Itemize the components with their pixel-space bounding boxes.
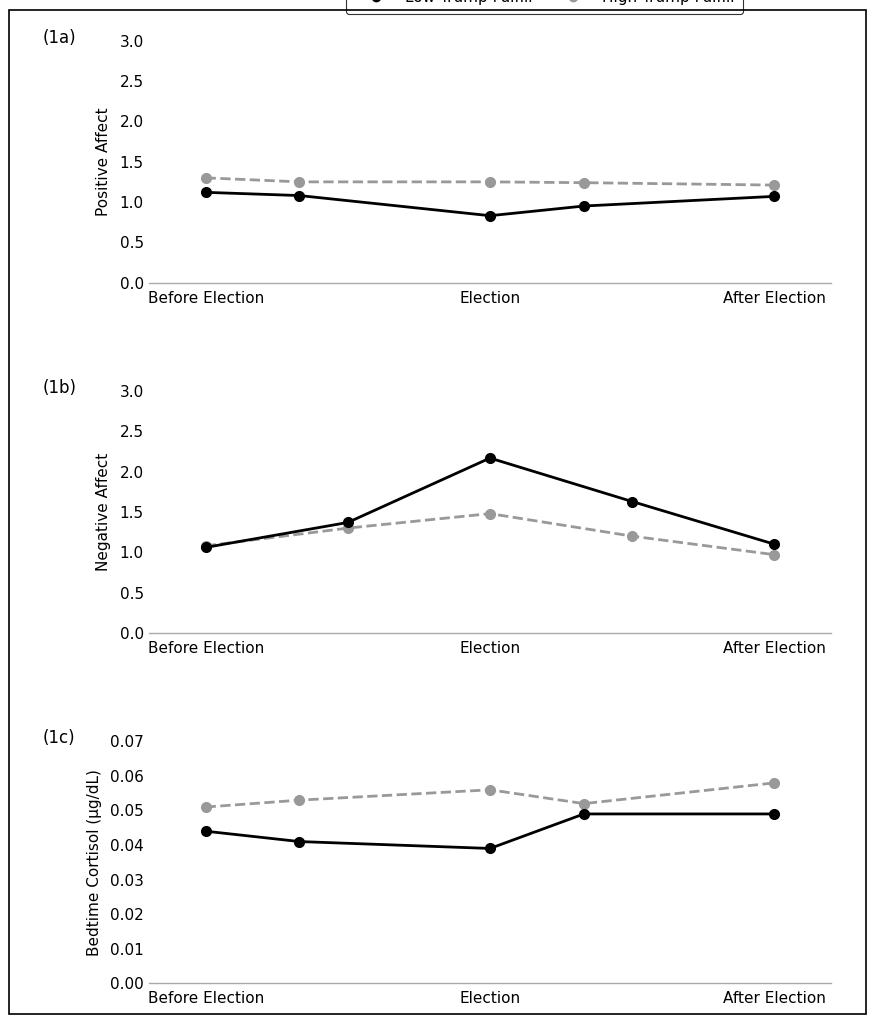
Low Trump Fulfill (626, 496, 637, 508)
High Trump Fulfill (343, 522, 354, 535)
Legend: Low Trump Fulfill, High Trump Fulfill: Low Trump Fulfill, High Trump Fulfill (346, 0, 744, 14)
Line: High Trump Fulfill: High Trump Fulfill (200, 778, 780, 812)
High Trump Fulfill (769, 777, 780, 790)
High Trump Fulfill (485, 783, 495, 796)
Y-axis label: Bedtime Cortisol (μg/dL): Bedtime Cortisol (μg/dL) (87, 769, 102, 955)
High Trump Fulfill (769, 179, 780, 191)
High Trump Fulfill (294, 794, 304, 806)
High Trump Fulfill (485, 508, 495, 520)
Low Trump Fulfill (485, 452, 495, 464)
Low Trump Fulfill (294, 836, 304, 848)
Low Trump Fulfill (769, 808, 780, 820)
Text: (1a): (1a) (43, 29, 77, 47)
Low Trump Fulfill (343, 516, 354, 528)
High Trump Fulfill (626, 530, 637, 543)
High Trump Fulfill (485, 176, 495, 188)
Low Trump Fulfill (200, 825, 211, 838)
Low Trump Fulfill (485, 843, 495, 855)
Line: High Trump Fulfill: High Trump Fulfill (200, 509, 780, 559)
High Trump Fulfill (578, 798, 589, 810)
Text: (1c): (1c) (43, 729, 75, 748)
Low Trump Fulfill (578, 808, 589, 820)
High Trump Fulfill (200, 540, 211, 552)
Line: Low Trump Fulfill: Low Trump Fulfill (200, 809, 780, 853)
Low Trump Fulfill (200, 542, 211, 554)
Line: Low Trump Fulfill: Low Trump Fulfill (200, 454, 780, 552)
High Trump Fulfill (769, 549, 780, 561)
Low Trump Fulfill (200, 186, 211, 199)
Low Trump Fulfill (578, 200, 589, 212)
Line: Low Trump Fulfill: Low Trump Fulfill (200, 187, 780, 220)
High Trump Fulfill (200, 172, 211, 184)
High Trump Fulfill (578, 176, 589, 188)
Line: High Trump Fulfill: High Trump Fulfill (200, 173, 780, 189)
Low Trump Fulfill (294, 189, 304, 202)
High Trump Fulfill (200, 801, 211, 813)
Low Trump Fulfill (485, 210, 495, 222)
Y-axis label: Positive Affect: Positive Affect (96, 108, 111, 216)
Text: (1b): (1b) (43, 379, 77, 397)
High Trump Fulfill (294, 176, 304, 188)
Y-axis label: Negative Affect: Negative Affect (96, 453, 111, 571)
Low Trump Fulfill (769, 538, 780, 550)
Low Trump Fulfill (769, 190, 780, 203)
